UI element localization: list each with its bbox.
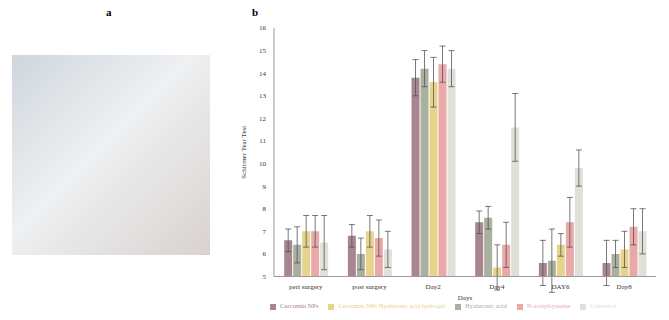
svg-text:12: 12 (259, 115, 267, 123)
svg-text:Days: Days (458, 294, 473, 302)
svg-text:post surgery: post surgery (352, 283, 387, 291)
svg-text:13: 13 (259, 92, 267, 100)
svg-text:16: 16 (259, 24, 267, 32)
html-text:b: b (252, 6, 259, 18)
svg-text:11: 11 (259, 137, 266, 145)
svg-text:7: 7 (263, 228, 267, 236)
html-text:Hyaluronic acid: Hyaluronic acid (465, 302, 507, 310)
svg-text:DAY6: DAY6 (551, 283, 570, 291)
svg-text:15: 15 (259, 47, 267, 55)
svg-text:14: 14 (259, 70, 267, 78)
html-text:a: a (106, 6, 112, 18)
html-text:Curcumin NPs: Curcumin NPs (280, 302, 319, 310)
svg-text:9: 9 (263, 183, 267, 191)
html-text:Untreated: Untreated (590, 302, 616, 310)
svg-text:6: 6 (263, 250, 267, 258)
svg-text:Day4: Day4 (489, 283, 505, 291)
html-text:N-acetylcysteine: N-acetylcysteine (526, 302, 571, 310)
svg-text:8: 8 (263, 205, 267, 213)
svg-text:Day2: Day2 (426, 283, 442, 291)
svg-text:Schirmer Tear Test: Schirmer Tear Test (240, 126, 248, 179)
html-text:Curcumin NPs Hyaluronic acid h: Curcumin NPs Hyaluronic acid hydrogel (338, 302, 445, 310)
svg-text:10: 10 (259, 160, 267, 168)
svg-text:5: 5 (263, 273, 267, 281)
svg-text:Day8: Day8 (617, 283, 633, 291)
svg-text:peri surgery: peri surgery (289, 283, 323, 291)
